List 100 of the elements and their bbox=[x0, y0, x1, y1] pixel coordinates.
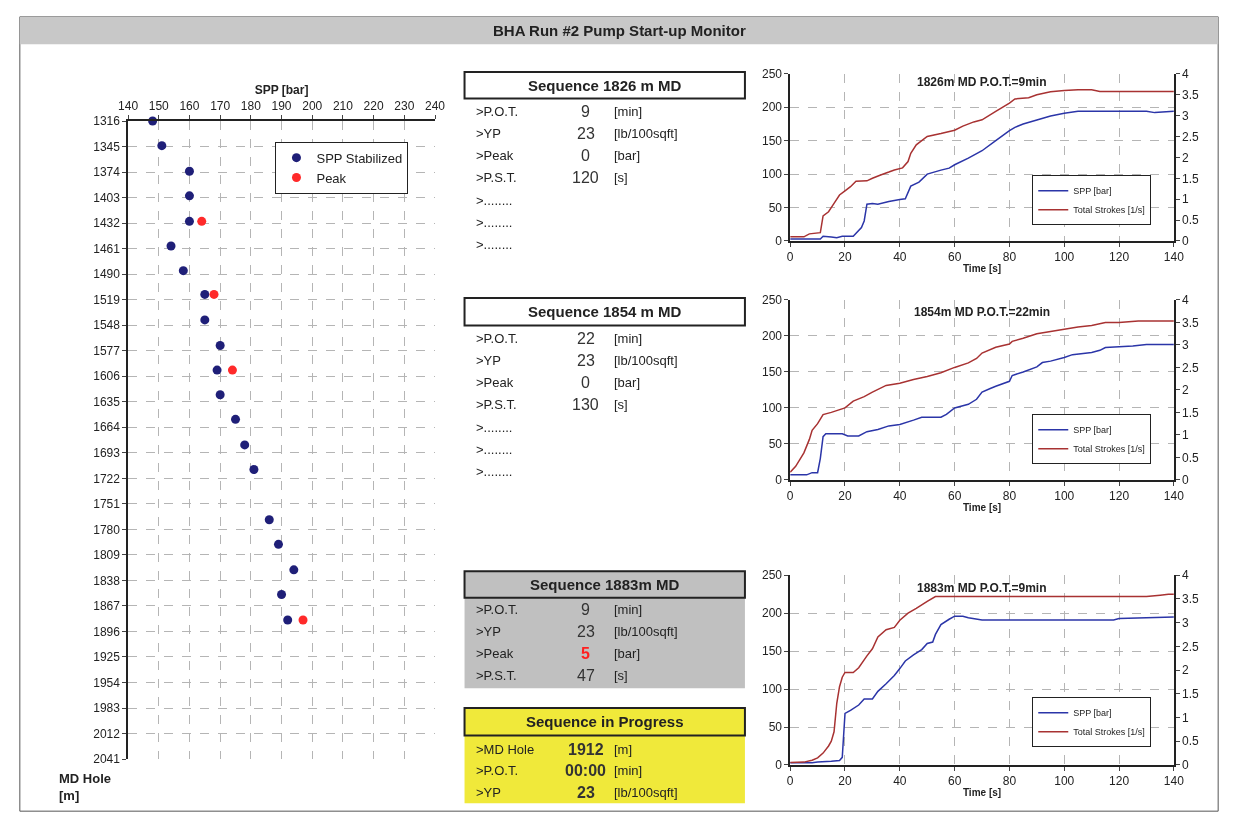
x-tick-label: 80 bbox=[1002, 250, 1017, 265]
y-tick-label: 1751 bbox=[93, 497, 121, 512]
x-axis-title: Time [s] bbox=[962, 263, 1002, 275]
y-tick-label: 250 bbox=[762, 568, 783, 583]
y2-tick-label: 2 bbox=[1182, 150, 1190, 165]
y-tick-label: 1838 bbox=[93, 573, 121, 588]
text: [lb/100sqft] bbox=[614, 353, 678, 368]
y-tick-label: 50 bbox=[768, 720, 783, 735]
text: 5 bbox=[581, 645, 590, 662]
y-tick-label: 1577 bbox=[93, 343, 121, 358]
point bbox=[197, 216, 207, 226]
y2-tick-label: 0 bbox=[1182, 234, 1190, 249]
x-tick-label: 100 bbox=[1054, 250, 1075, 265]
legend-label: SPP [bar] bbox=[1073, 708, 1112, 719]
point bbox=[166, 241, 176, 251]
y-tick-label: 0 bbox=[775, 758, 783, 773]
text: [s] bbox=[614, 397, 628, 412]
text: Sequence 1826 m MD bbox=[528, 77, 682, 94]
y-tick-label: 100 bbox=[762, 401, 783, 416]
y2-tick-label: 1.5 bbox=[1182, 171, 1200, 186]
x-axis-title: Time [s] bbox=[962, 502, 1002, 514]
line-series bbox=[790, 320, 1174, 473]
text: 22 bbox=[577, 330, 595, 347]
point bbox=[277, 590, 287, 599]
x-axis-title: SPP [bar] bbox=[254, 83, 309, 98]
category-label: >........ bbox=[476, 420, 513, 435]
x-tick-label: 190 bbox=[271, 99, 292, 114]
legend-label: SPP Stabilized bbox=[316, 150, 403, 166]
y-tick-label: 1316 bbox=[93, 114, 121, 129]
y-tick-label: 150 bbox=[762, 365, 783, 380]
text: 23 bbox=[577, 623, 595, 640]
point bbox=[273, 539, 283, 549]
text: 1883m MD P.O.T.=9min bbox=[917, 581, 1047, 595]
text: [min] bbox=[614, 763, 643, 778]
x-tick-label: 60 bbox=[947, 774, 962, 789]
y2-tick-label: 3.5 bbox=[1182, 592, 1200, 607]
x-tick-label: 120 bbox=[1109, 774, 1130, 789]
point bbox=[200, 315, 210, 325]
category-label: >........ bbox=[476, 464, 513, 479]
point bbox=[184, 166, 194, 176]
text: Sequence in Progress bbox=[526, 713, 684, 730]
category-label: >P.S.T. bbox=[476, 668, 517, 683]
x-tick-label: 140 bbox=[1163, 250, 1185, 265]
y-tick-label: 200 bbox=[762, 329, 783, 344]
x-tick-label: 20 bbox=[838, 774, 852, 789]
x-tick-label: 60 bbox=[947, 489, 962, 504]
x-tick-label: 0 bbox=[786, 774, 794, 789]
x-tick-label: 120 bbox=[1109, 250, 1130, 265]
y-tick-label: 2041 bbox=[93, 752, 121, 767]
text: [lb/100sqft] bbox=[614, 785, 678, 800]
y-tick-label: 1432 bbox=[93, 216, 121, 231]
y2-tick-label: 0.5 bbox=[1182, 734, 1200, 749]
y-tick-label: 1693 bbox=[93, 446, 121, 461]
y-tick-label: 50 bbox=[768, 437, 783, 452]
text: 47 bbox=[577, 667, 595, 684]
x-tick-label: 100 bbox=[1054, 489, 1075, 504]
category-label: >Peak bbox=[476, 148, 514, 163]
y2-tick-label: 1 bbox=[1182, 710, 1190, 725]
y2-tick-label: 2.5 bbox=[1182, 360, 1200, 375]
y2-tick-label: 1.5 bbox=[1182, 405, 1200, 420]
x-tick-label: 20 bbox=[838, 489, 852, 504]
y-tick-label: 1490 bbox=[93, 267, 121, 282]
x-tick-label: 140 bbox=[1163, 774, 1185, 789]
category-label: >........ bbox=[476, 237, 513, 252]
text: 9 bbox=[581, 601, 590, 618]
y-tick-label: 1345 bbox=[93, 139, 121, 154]
legend-label: Peak bbox=[316, 170, 347, 186]
y2-tick-label: 2 bbox=[1182, 663, 1190, 678]
y-tick-label: 1954 bbox=[93, 675, 121, 690]
text: 1854m MD P.O.T.=22min bbox=[914, 305, 1051, 319]
y-tick-label: 1925 bbox=[93, 650, 121, 665]
y-tick-label: 1896 bbox=[93, 624, 121, 639]
text: [s] bbox=[614, 668, 628, 683]
x-tick-label: 200 bbox=[302, 99, 323, 114]
text: [lb/100sqft] bbox=[614, 126, 678, 141]
x-tick-label: 240 bbox=[425, 99, 446, 114]
text: [min] bbox=[614, 602, 643, 617]
y-tick-label: 1809 bbox=[93, 548, 121, 563]
point bbox=[215, 390, 225, 400]
x-tick-label: 170 bbox=[210, 99, 231, 114]
text: 23 bbox=[577, 352, 595, 369]
y-tick-label: 1403 bbox=[93, 190, 121, 205]
y-tick-label: 50 bbox=[768, 200, 783, 215]
x-tick-label: 140 bbox=[118, 99, 139, 114]
category-label: >YP bbox=[476, 785, 501, 800]
y2-tick-label: 0 bbox=[1182, 758, 1190, 773]
line-series bbox=[790, 88, 1174, 238]
y-tick-label: 1722 bbox=[93, 471, 121, 486]
x-tick-label: 120 bbox=[1109, 489, 1130, 504]
category-label: >MD Hole bbox=[476, 742, 535, 757]
point bbox=[184, 216, 194, 226]
y2-tick-label: 3.5 bbox=[1182, 315, 1200, 330]
text: [min] bbox=[614, 104, 643, 119]
text: [s] bbox=[614, 170, 628, 185]
y-tick-label: 1867 bbox=[93, 599, 121, 614]
text: 120 bbox=[572, 169, 599, 186]
point bbox=[209, 289, 219, 299]
y-tick-label: 250 bbox=[762, 67, 783, 82]
y-tick-label: 1548 bbox=[93, 318, 121, 333]
y2-tick-label: 2 bbox=[1182, 383, 1190, 398]
